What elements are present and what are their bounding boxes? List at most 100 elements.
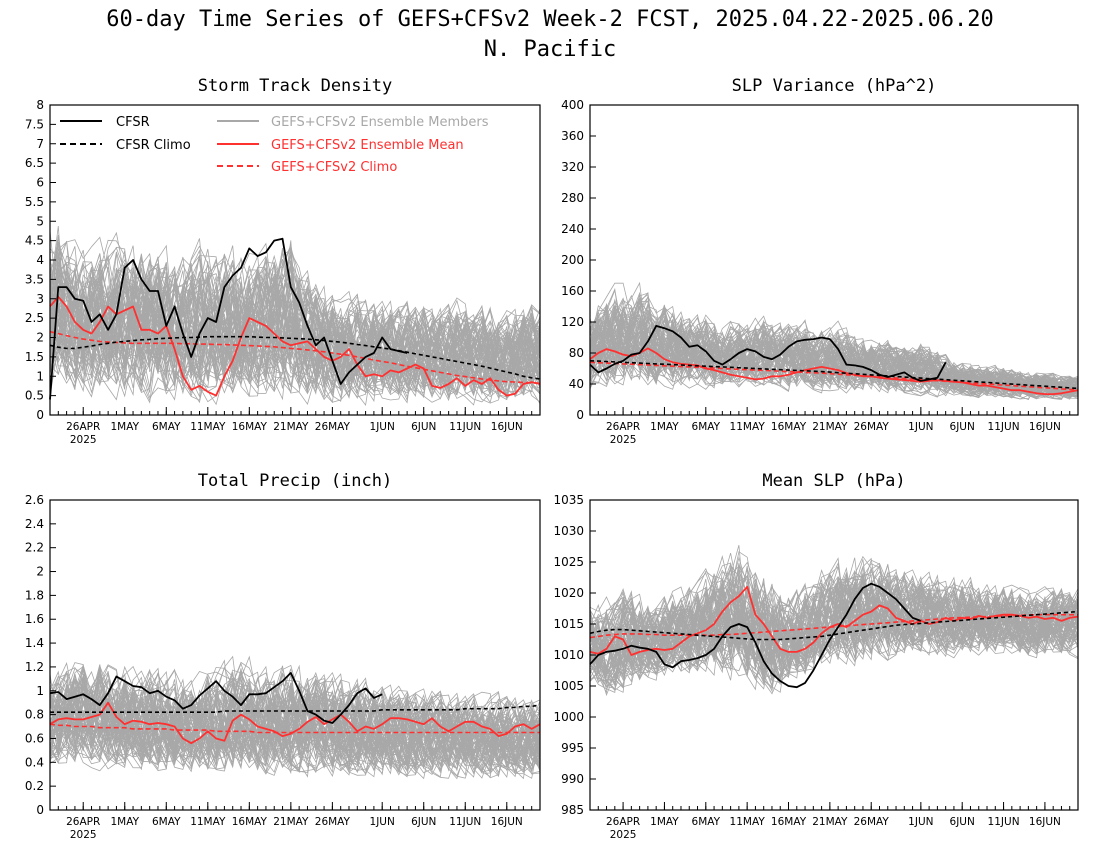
storm-track-density-ytick-label: 0.5	[25, 389, 44, 403]
total-precip-series-obs-climo	[50, 704, 541, 714]
total-precip-ytick-label: 2.4	[25, 517, 44, 531]
storm-track-density-member-line	[49, 253, 541, 400]
mean-slp-member-line	[589, 576, 1079, 672]
storm-track-density-ytick-label: 1.5	[25, 350, 44, 364]
storm-track-density-member-line	[49, 240, 541, 396]
slp-variance-ytick-label: 200	[561, 253, 584, 267]
mean-slp-xtick-label: 16MAY	[771, 816, 807, 828]
panel-total-precip: Total Precip (inch) 0 0.2 0.4 0.6 0.8 1 1.2 1.4 1…	[25, 471, 541, 841]
mean-slp-ytick-label: 1000	[553, 710, 584, 724]
mean-slp-ytick-label: 985	[561, 803, 584, 817]
panel-mean-slp: Mean SLP (hPa) 985 990 995 1000 1005 1010 1015 1…	[553, 471, 1079, 841]
slp-variance-member-line	[589, 314, 1079, 398]
mean-slp-member-line	[589, 557, 1079, 670]
mean-slp-xtick-label: 1JUN	[908, 816, 933, 828]
total-precip-ytick-label: 1.8	[25, 588, 44, 602]
storm-track-density-member-line	[49, 267, 541, 404]
storm-track-density-xtick-label: 26APR	[66, 421, 100, 433]
figure-region: N. Pacific	[484, 37, 616, 62]
slp-variance-member-line	[589, 324, 1079, 394]
total-precip-member-line	[49, 664, 541, 768]
total-precip-ytick-label: 1	[36, 684, 44, 698]
storm-track-density-member-line	[49, 260, 541, 398]
storm-track-density-ytick-label: 4.5	[25, 234, 44, 248]
mean-slp-xtick-year: 2025	[610, 829, 637, 841]
storm-track-density-xtick-label: 1MAY	[110, 421, 139, 433]
slp-variance-ytick-label: 280	[561, 191, 584, 205]
mean-slp-member-line	[589, 580, 1079, 668]
storm-track-density-member-line	[49, 245, 541, 399]
mean-slp-title: Mean SLP (hPa)	[762, 471, 905, 491]
slp-variance-xtick-label: 11MAY	[730, 421, 766, 433]
total-precip-ytick-label: 0.8	[25, 708, 44, 722]
slp-variance-member-line	[589, 322, 1079, 397]
total-precip-member-line	[49, 661, 541, 770]
total-precip-xtick-label: 11MAY	[190, 816, 226, 828]
mean-slp-ytick-label: 990	[561, 772, 584, 786]
storm-track-density-ytick-label: 3	[36, 292, 44, 306]
mean-slp-xtick-label: 26MAY	[854, 816, 890, 828]
storm-track-density-series-mean	[49, 295, 541, 397]
storm-track-density-ensemble-members	[49, 226, 541, 406]
storm-track-density-member-line	[49, 244, 541, 406]
mean-slp-ytick-label: 1015	[553, 617, 584, 631]
storm-track-density-ytick-label: 8	[36, 98, 44, 112]
mean-slp-ytick-label: 1020	[553, 586, 584, 600]
slp-variance-xtick-label: 6MAY	[692, 421, 721, 433]
slp-variance-member-line	[589, 293, 1079, 397]
mean-slp-xtick-label: 11JUN	[988, 816, 1020, 828]
mean-slp-member-line	[589, 585, 1079, 674]
slp-variance-ytick-label: 40	[569, 377, 584, 391]
slp-variance-series-mean	[589, 347, 1079, 396]
total-precip-title: Total Precip (inch)	[198, 471, 392, 491]
storm-track-density-member-line	[49, 247, 541, 399]
storm-track-density-ytick-label: 6.5	[25, 156, 44, 170]
slp-variance-ytick-label: 160	[561, 284, 584, 298]
slp-variance-xtick-label: 1JUN	[908, 421, 933, 433]
slp-variance-ensemble-members	[589, 281, 1079, 401]
total-precip-xtick-year: 2025	[70, 829, 97, 841]
total-precip-xtick-label: 26APR	[66, 816, 100, 828]
storm-track-density-xtick-year: 2025	[70, 434, 97, 446]
mean-slp-ytick-label: 1035	[553, 493, 584, 507]
total-precip-member-line	[49, 684, 541, 773]
mean-slp-member-line	[589, 582, 1079, 683]
mean-slp-member-line	[589, 575, 1079, 676]
slp-variance-ytick-label: 80	[569, 346, 584, 360]
total-precip-ytick-label: 0	[36, 803, 44, 817]
mean-slp-member-line	[589, 564, 1079, 691]
slp-variance-member-line	[589, 317, 1079, 396]
storm-track-density-series-climo	[49, 330, 541, 384]
mean-slp-ytick-label: 1005	[553, 679, 584, 693]
storm-track-density-ytick-label: 7	[36, 137, 44, 151]
slp-variance-title: SLP Variance (hPa^2)	[732, 76, 937, 96]
total-precip-ytick-label: 1.2	[25, 660, 44, 674]
mean-slp-member-line	[589, 578, 1079, 679]
storm-track-density-ytick-label: 3.5	[25, 272, 44, 286]
slp-variance-xtick-label: 11JUN	[988, 421, 1020, 433]
legend-label-mean: GEFS+CFSv2 Ensemble Mean	[271, 138, 464, 153]
total-precip-ytick-label: 0.2	[25, 779, 44, 793]
total-precip-ytick-label: 2	[36, 565, 44, 579]
slp-variance-xtick-label: 26APR	[606, 421, 640, 433]
storm-track-density-member-line	[49, 242, 541, 397]
legend-label-cfsr-climo: CFSR Climo	[116, 138, 191, 153]
slp-variance-series-obs-climo	[589, 360, 1079, 390]
storm-track-density-xtick-label: 21MAY	[273, 421, 309, 433]
slp-variance-xtick-label: 1MAY	[650, 421, 679, 433]
total-precip-ytick-label: 2.2	[25, 541, 44, 555]
storm-track-density-ytick-label: 5	[36, 214, 44, 228]
legend: CFSR CFSR Climo GEFS+CFSv2 Ensemble Memb…	[60, 115, 489, 175]
slp-variance-xtick-label: 16JUN	[1029, 421, 1061, 433]
total-precip-xtick-label: 6MAY	[152, 816, 181, 828]
mean-slp-xtick-label: 6MAY	[692, 816, 721, 828]
storm-track-density-member-line	[49, 248, 541, 395]
storm-track-density-xtick-label: 16JUN	[491, 421, 523, 433]
storm-track-density-member-line	[49, 264, 541, 403]
total-precip-xtick-label: 21MAY	[273, 816, 309, 828]
storm-track-density-xtick-label: 11MAY	[190, 421, 226, 433]
total-precip-xtick-label: 26MAY	[315, 816, 351, 828]
slp-variance-member-line	[589, 291, 1079, 399]
storm-track-density-xtick-label: 1JUN	[370, 421, 395, 433]
